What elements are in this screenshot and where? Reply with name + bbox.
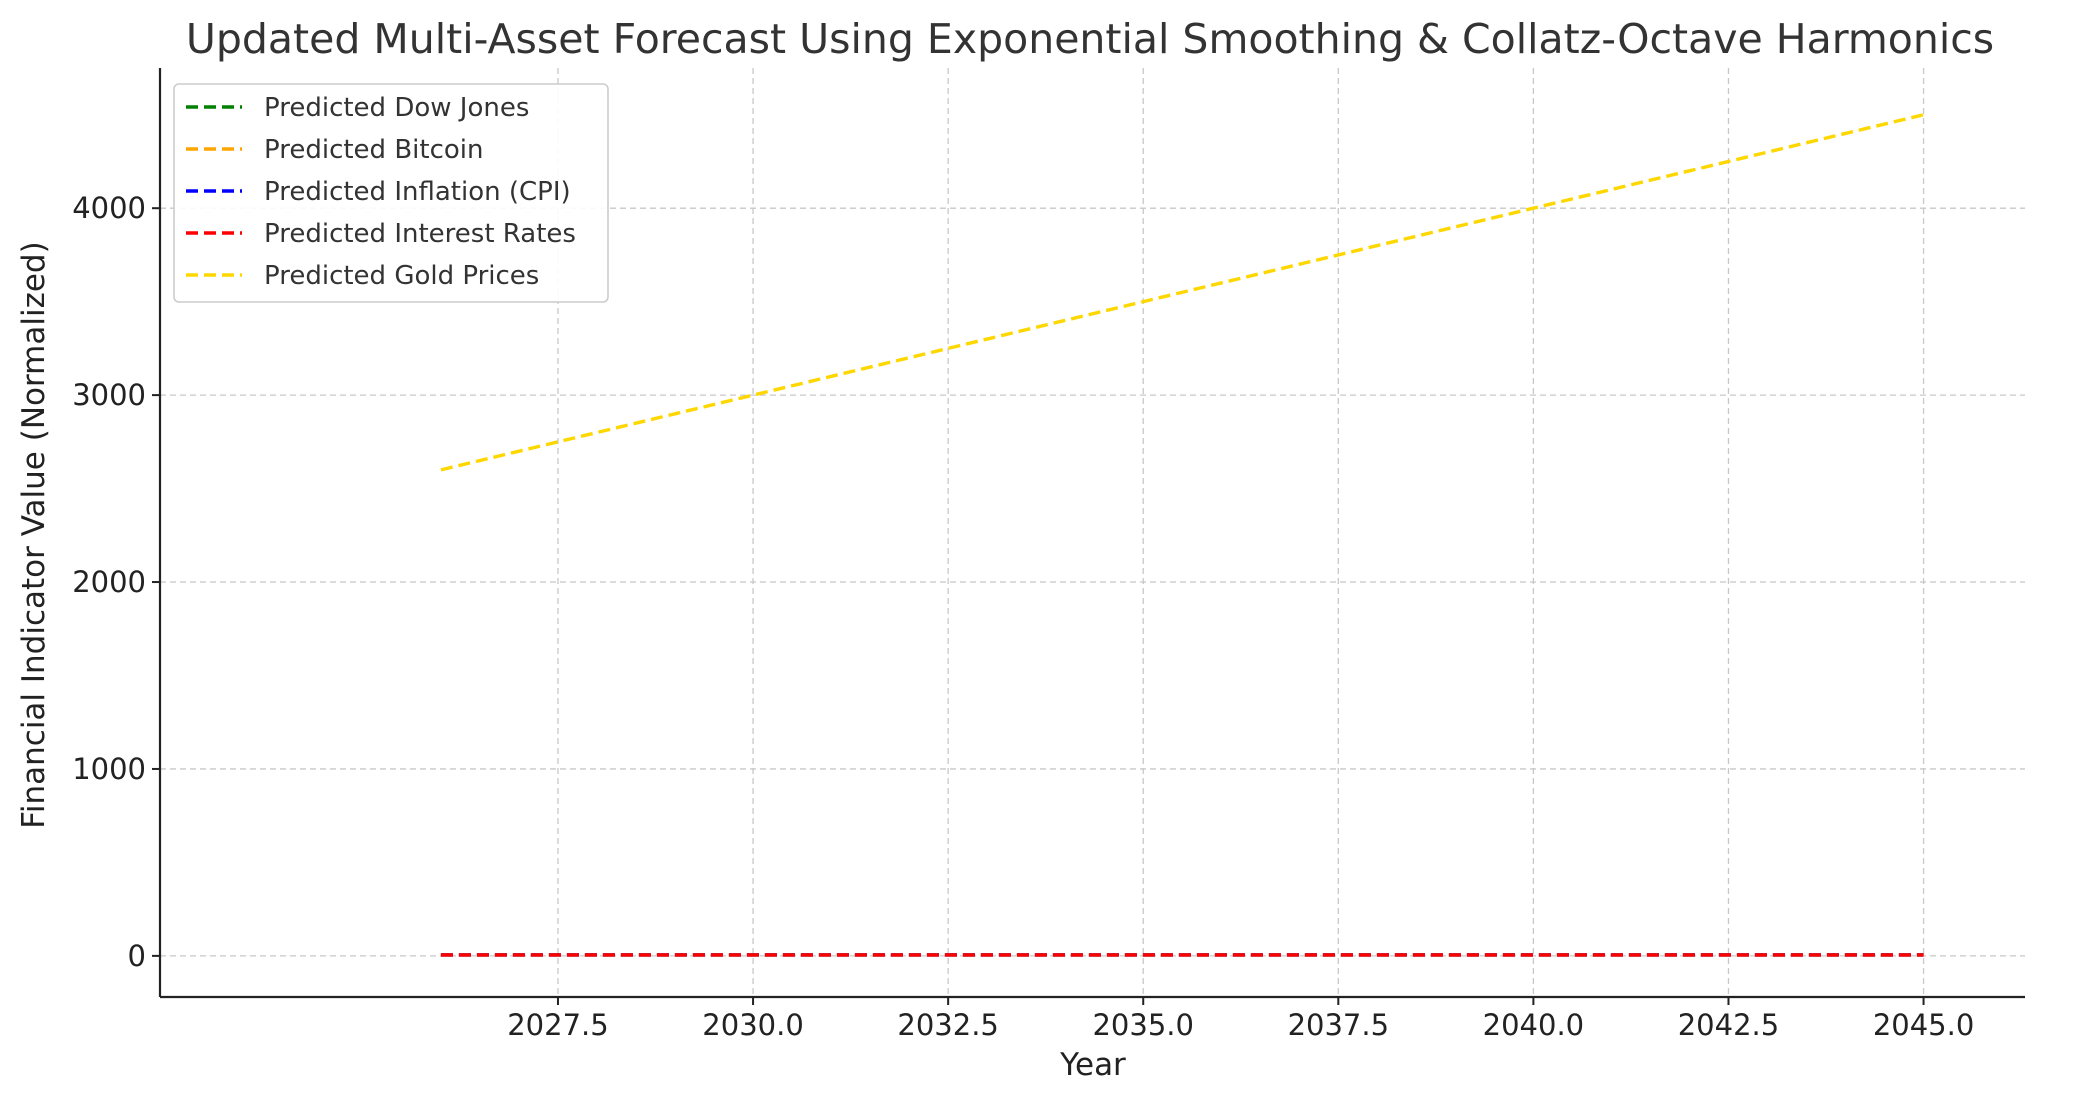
legend-label: Predicted Bitcoin (264, 135, 483, 165)
legend-label: Predicted Dow Jones (264, 93, 529, 123)
legend-frame (173, 83, 609, 303)
x-tick-label: 2030.0 (702, 1008, 803, 1042)
chart-title: Updated Multi-Asset Forecast Using Expon… (186, 15, 1994, 63)
axes (158, 68, 2025, 999)
x-tick-label: 2027.5 (507, 1008, 608, 1042)
y-tick-label: 4000 (72, 191, 146, 225)
x-tick-label: 2042.5 (1678, 1008, 1779, 1042)
series-lines (440, 113, 1924, 957)
legend: Predicted Dow Jones Predicted Bitcoin Pred… (173, 83, 609, 303)
x-tick-label: 2032.5 (897, 1008, 998, 1042)
series-line-predicted-gold-prices (440, 113, 1924, 472)
x-tick-label: 2045.0 (1873, 1008, 1974, 1042)
legend-label: Predicted Inflation (CPI) (264, 177, 571, 207)
y-axis-label: Financial Indicator Value (Normalized) (16, 241, 52, 828)
legend-label: Predicted Gold Prices (264, 261, 539, 291)
tick-labels: 2027.5 2030.0 2032.5 2035.0 2037.5 2040.0 2042… (72, 191, 1974, 1042)
y-tick-label: 1000 (72, 752, 146, 786)
x-tick-label: 2035.0 (1092, 1008, 1193, 1042)
legend-label: Predicted Interest Rates (264, 219, 576, 249)
y-tick-label: 0 (128, 939, 146, 973)
x-axis-label: Year (1059, 1047, 1126, 1083)
y-tick-label: 3000 (72, 378, 146, 412)
x-tick-label: 2037.5 (1288, 1008, 1389, 1042)
x-tick-label: 2040.0 (1483, 1008, 1584, 1042)
legend-items: Predicted Dow Jones Predicted Bitcoin Pred… (186, 93, 576, 291)
y-tick-label: 2000 (72, 565, 146, 599)
